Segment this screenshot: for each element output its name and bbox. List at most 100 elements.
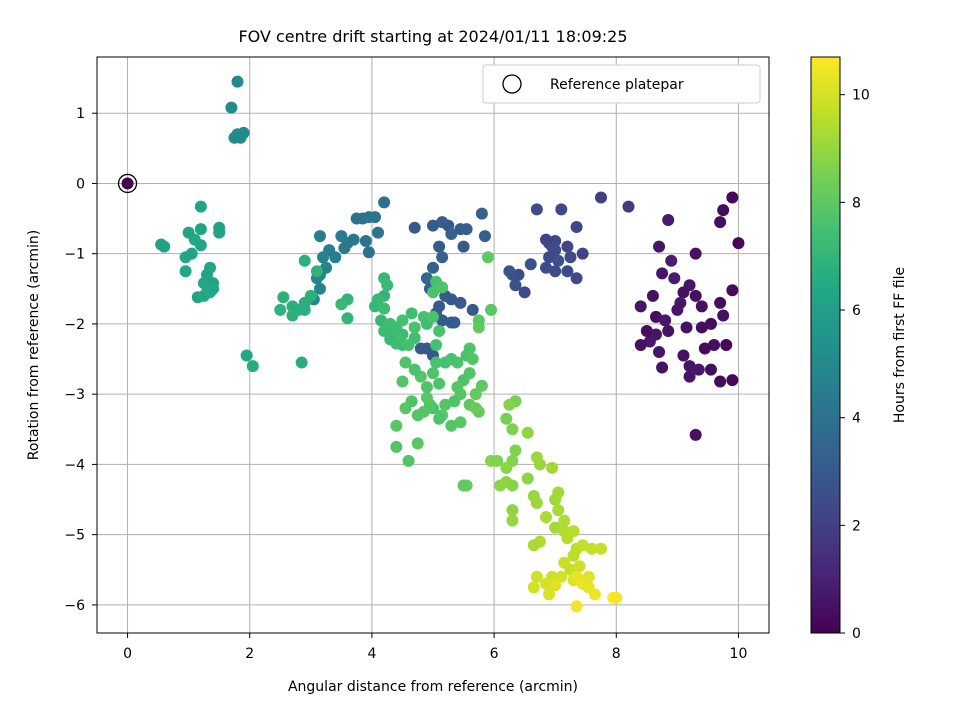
data-point: [466, 353, 479, 366]
data-point: [405, 307, 418, 320]
y-axis-ticks: 1 0 −1 −2 −3 −4 −5 −6: [64, 106, 97, 614]
reference-platepar-marker: [117, 173, 138, 194]
data-point: [246, 360, 259, 373]
data-point: [378, 196, 391, 209]
data-point: [680, 321, 693, 334]
data-point: [427, 261, 439, 274]
data-point: [570, 600, 583, 613]
data-point: [329, 251, 342, 264]
data-point: [558, 525, 571, 538]
data-point: [530, 570, 543, 583]
data-point: [179, 265, 192, 278]
data-point: [298, 303, 311, 316]
chart-title: FOV centre drift starting at 2024/01/11 …: [238, 27, 627, 46]
data-point: [500, 412, 513, 425]
data-point: [396, 314, 409, 327]
data-point: [399, 356, 412, 369]
colorbar-ticks: 0 2 4 6 8 10: [840, 88, 870, 642]
data-point: [469, 388, 482, 401]
data-point: [469, 402, 482, 415]
data-point: [622, 200, 635, 213]
data-point: [689, 247, 702, 260]
data-point: [555, 570, 568, 583]
data-point: [390, 419, 403, 432]
data-point: [433, 324, 446, 337]
data-point: [411, 437, 424, 450]
data-point: [726, 374, 739, 387]
data-point: [436, 281, 449, 294]
data-point: [683, 360, 696, 373]
data-point: [659, 314, 672, 327]
data-point: [662, 324, 675, 337]
x-tick-label: 2: [245, 646, 254, 662]
data-point: [427, 310, 439, 323]
y-tick-label: −1: [64, 247, 85, 263]
data-point: [549, 265, 562, 278]
data-point: [286, 309, 299, 322]
data-point: [234, 131, 247, 144]
data-point: [207, 282, 220, 295]
data-point: [518, 286, 531, 299]
data-point: [555, 203, 568, 216]
data-point: [546, 461, 559, 474]
colorbar-label: Hours from first FF file: [892, 267, 908, 423]
data-point: [698, 342, 711, 355]
data-point: [408, 221, 421, 234]
y-tick-label: 1: [76, 106, 85, 122]
data-point: [378, 302, 391, 315]
plot-frame: [96, 56, 770, 634]
data-point: [396, 375, 409, 388]
data-point: [530, 451, 543, 464]
data-point: [445, 419, 458, 432]
data-point: [445, 228, 458, 241]
data-point: [720, 339, 733, 351]
data-point: [656, 361, 669, 374]
data-point: [454, 416, 467, 429]
data-point: [634, 300, 647, 313]
data-point: [408, 363, 421, 376]
data-point: [310, 265, 323, 278]
data-point: [543, 588, 556, 601]
data-point: [420, 272, 433, 285]
data-point: [506, 479, 519, 492]
data-point: [472, 321, 485, 334]
data-point: [570, 220, 583, 233]
data-point: [521, 472, 534, 485]
data-point: [390, 440, 403, 453]
data-point: [567, 525, 580, 538]
colorbar-tick-label: 8: [852, 195, 861, 211]
data-point: [653, 240, 666, 253]
data-point: [420, 381, 433, 394]
data-point: [564, 251, 577, 264]
data-point: [677, 349, 690, 362]
data-point: [313, 230, 326, 243]
data-point: [347, 233, 360, 246]
grid: [97, 57, 769, 633]
data-point: [653, 346, 666, 359]
data-point: [561, 240, 574, 253]
data-point: [561, 265, 574, 278]
data-point: [350, 212, 363, 225]
data-point: [732, 237, 745, 250]
data-point: [726, 284, 739, 297]
data-point: [408, 321, 421, 334]
data-point: [677, 286, 690, 299]
x-axis-label: Angular distance from reference (arcmin): [288, 679, 578, 695]
y-tick-label: 0: [76, 176, 85, 192]
data-point: [121, 177, 134, 190]
data-point: [582, 570, 595, 583]
data-point: [362, 246, 375, 259]
y-tick-label: −4: [64, 457, 85, 473]
data-point: [439, 398, 452, 411]
data-point: [433, 377, 446, 390]
data-point: [524, 258, 537, 271]
data-point: [717, 204, 730, 217]
data-point: [640, 324, 653, 337]
data-point: [213, 226, 226, 239]
data-point: [500, 461, 513, 474]
data-point: [503, 398, 516, 411]
data-point: [671, 303, 684, 316]
data-point: [643, 335, 656, 348]
data-point: [155, 238, 168, 251]
x-tick-label: 0: [123, 646, 132, 662]
